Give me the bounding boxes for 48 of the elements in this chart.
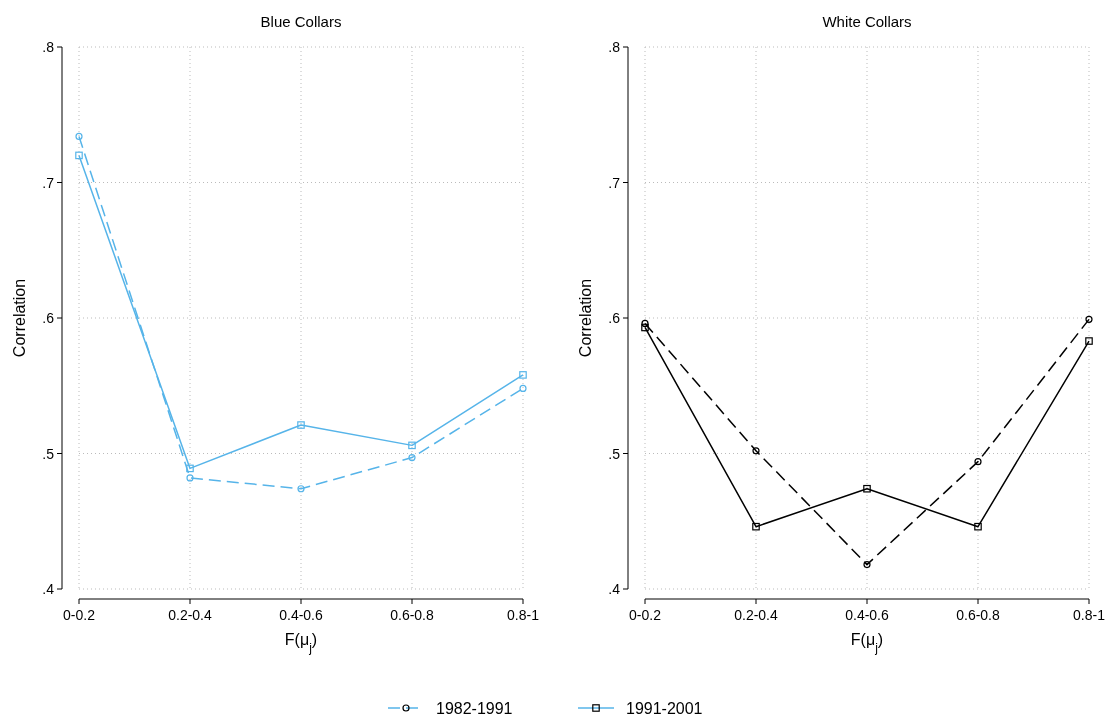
x-axis-title: F(μ$_{j}$) xyxy=(850,631,884,655)
x-tick-label: 0.8-1 xyxy=(1073,607,1106,623)
x-tick-label: 0.2-0.4 xyxy=(168,607,212,623)
x-tick-label: 0.2-0.4 xyxy=(734,607,778,623)
y-tick-label: .7 xyxy=(42,174,55,191)
chart-title: Blue Collars xyxy=(260,13,342,30)
point xyxy=(408,453,416,462)
y-tick-label: .4 xyxy=(608,581,621,597)
point xyxy=(297,421,305,429)
y-axis-title: Correlation xyxy=(577,278,594,358)
x-tick-label: 0.8-1 xyxy=(507,607,540,623)
point xyxy=(863,484,871,493)
y-tick-label: .5 xyxy=(608,445,621,462)
point xyxy=(519,384,527,393)
y-tick-label: .6 xyxy=(42,310,55,326)
y-tick-label: .6 xyxy=(608,310,621,326)
point xyxy=(75,151,83,160)
point xyxy=(1085,337,1093,345)
y-axis-title: Correlation xyxy=(11,278,28,358)
x-tick-label: 0-0.2 xyxy=(629,607,662,623)
x-tick-label: 0-0.2 xyxy=(63,607,96,623)
y-tick-label: .7 xyxy=(608,174,621,191)
point xyxy=(752,447,760,455)
point xyxy=(297,485,305,493)
point xyxy=(408,441,416,450)
point xyxy=(75,132,83,141)
point xyxy=(752,522,760,531)
y-tick-label: .4 xyxy=(42,581,55,597)
x-tick-label: 0.6-0.8 xyxy=(956,607,1000,623)
point xyxy=(186,464,194,473)
y-tick-label: .5 xyxy=(42,445,55,462)
point xyxy=(641,319,649,328)
legend-label: 1982-1991 xyxy=(436,700,513,717)
point xyxy=(974,458,982,466)
x-axis-title: F(μ$_{j}$) xyxy=(284,631,318,655)
x-tick-label: 0.4-0.6 xyxy=(279,607,323,623)
legend-label: 1991-2001 xyxy=(626,700,703,717)
point xyxy=(863,561,871,569)
point xyxy=(1085,315,1093,323)
point xyxy=(519,371,527,379)
point xyxy=(186,474,194,482)
y-tick-label: .8 xyxy=(42,39,55,55)
x-tick-label: 0.6-0.8 xyxy=(390,607,434,623)
x-tick-label: 0.4-0.6 xyxy=(845,607,889,623)
point xyxy=(641,323,649,332)
y-tick-label: .8 xyxy=(608,39,621,55)
chart-title: White Collars xyxy=(822,13,912,30)
point xyxy=(974,522,982,531)
